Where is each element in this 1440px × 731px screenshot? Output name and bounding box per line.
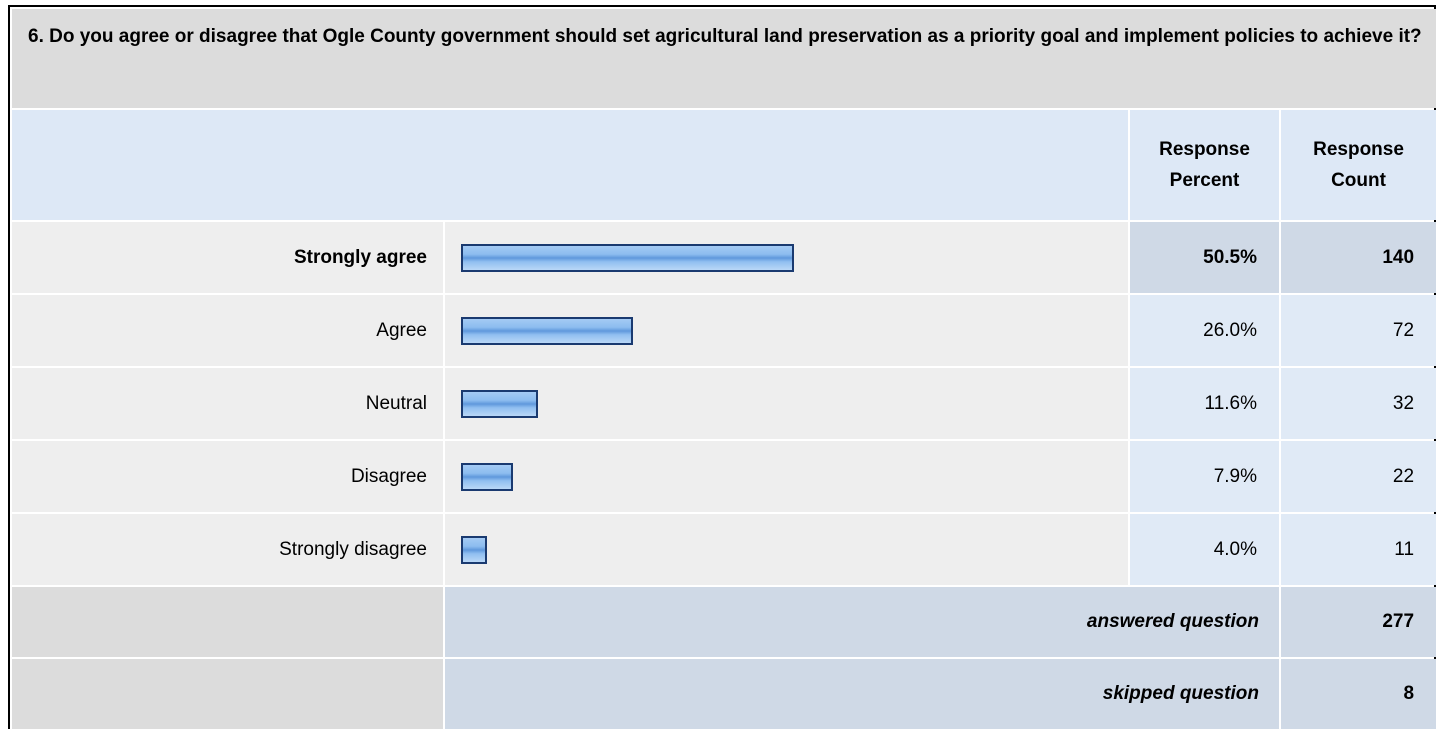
response-percent: 50.5% [1130,222,1279,293]
question-title: 6. Do you agree or disagree that Ogle Co… [12,9,1437,108]
response-count: 32 [1281,368,1437,439]
survey-results-panel: 6. Do you agree or disagree that Ogle Co… [8,5,1438,731]
response-bar [461,462,513,491]
answer-row: Agree 26.0% 72 [12,295,1437,366]
answer-label: Strongly agree [12,222,443,293]
answered-row: answered question 277 [12,587,1437,657]
response-count-header-line2: Count [1331,170,1386,191]
answered-question-value: 277 [1281,587,1437,657]
answer-label: Neutral [12,368,443,439]
response-bar [461,535,487,564]
header-row: Response Percent Response Count [12,110,1437,220]
skipped-question-value: 8 [1281,659,1437,729]
results-table: 6. Do you agree or disagree that Ogle Co… [10,7,1438,731]
response-percent: 7.9% [1130,441,1279,512]
answer-row: Neutral 11.6% 32 [12,368,1437,439]
response-percent: 26.0% [1130,295,1279,366]
response-percent: 11.6% [1130,368,1279,439]
response-count: 72 [1281,295,1437,366]
answered-blank [12,587,443,657]
answer-label: Strongly disagree [12,514,443,585]
response-bar [461,316,633,345]
response-bar [461,243,794,272]
header-blank [12,110,1128,220]
response-percent-header-line2: Percent [1169,170,1240,191]
answer-row: Disagree 7.9% 22 [12,441,1437,512]
bar-cell [445,368,1128,439]
answer-rows: Strongly agree 50.5% 140 Agree 26.0% 72 Neutra… [12,222,1437,585]
answer-label: Agree [12,295,443,366]
answer-row: Strongly agree 50.5% 140 [12,222,1437,293]
response-bar [461,389,538,418]
answer-row: Strongly disagree 4.0% 11 [12,514,1437,585]
response-count: 11 [1281,514,1437,585]
response-percent-header-line1: Response [1159,139,1250,160]
bar-cell [445,514,1128,585]
skipped-question-label: skipped question [445,659,1279,729]
response-count: 140 [1281,222,1437,293]
response-percent-header: Response Percent [1130,110,1279,220]
answer-label: Disagree [12,441,443,512]
bar-cell [445,295,1128,366]
skipped-blank [12,659,443,729]
skipped-row: skipped question 8 [12,659,1437,729]
answered-question-label: answered question [445,587,1279,657]
bar-cell [445,441,1128,512]
response-count-header-line1: Response [1313,139,1404,160]
response-count: 22 [1281,441,1437,512]
response-percent: 4.0% [1130,514,1279,585]
response-count-header: Response Count [1281,110,1437,220]
bar-cell [445,222,1128,293]
